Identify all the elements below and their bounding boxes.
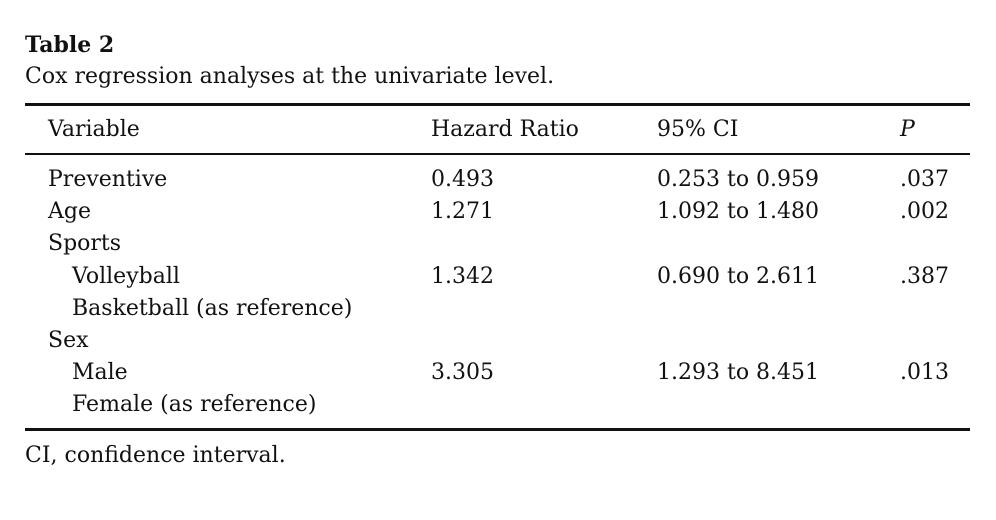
table-cell: .387 bbox=[900, 263, 949, 289]
table-cell: 0.690 to 2.611 bbox=[657, 263, 820, 289]
table-cell: Preventive bbox=[48, 167, 168, 192]
table-cell: 1.271 bbox=[431, 199, 494, 225]
table-cell: .013 bbox=[900, 360, 949, 386]
column-header: Hazard Ratio bbox=[431, 117, 579, 142]
column-header: 95% CI bbox=[657, 117, 739, 142]
table-cell: 1.342 bbox=[431, 263, 494, 289]
table-cell: 1.092 to 1.480 bbox=[657, 199, 820, 225]
table-cell: Basketball (as reference) bbox=[72, 295, 353, 321]
table-cell: 1.293 to 8.451 bbox=[657, 360, 820, 386]
top-rule bbox=[25, 103, 970, 106]
footnote: CI, confidence interval. bbox=[25, 443, 286, 468]
table-caption: Cox regression analyses at the univariat… bbox=[25, 64, 555, 89]
table-cell: Female (as reference) bbox=[72, 392, 317, 418]
column-header: Variable bbox=[48, 117, 140, 142]
table-cell: Age bbox=[48, 199, 91, 225]
table-cell: .002 bbox=[900, 199, 949, 225]
column-header: P bbox=[900, 117, 915, 142]
table-cell: Male bbox=[72, 360, 128, 386]
table-cell: 3.305 bbox=[431, 360, 494, 386]
table-cell: .037 bbox=[900, 167, 949, 192]
table-cell: Sex bbox=[48, 328, 89, 353]
table-cell: 0.253 to 0.959 bbox=[657, 167, 820, 192]
table-cell: Sports bbox=[48, 231, 122, 257]
header-rule bbox=[25, 153, 970, 155]
table-title: Table 2 bbox=[25, 32, 115, 58]
table-cell: Volleyball bbox=[72, 263, 180, 289]
bottom-rule bbox=[25, 428, 970, 431]
table-cell: 0.493 bbox=[431, 167, 494, 192]
